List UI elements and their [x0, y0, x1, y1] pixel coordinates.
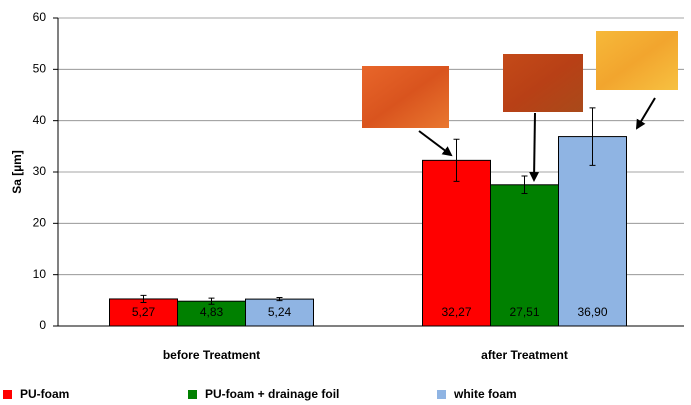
data-label: 27,51 [509, 305, 539, 319]
data-label: 5,24 [268, 305, 292, 319]
y-axis-label: Sa [µm] [10, 150, 24, 194]
arrow [529, 112, 540, 182]
y-tick-label: 50 [33, 62, 47, 76]
error-bar [453, 138, 460, 182]
error-bar [276, 297, 283, 302]
legend-swatch [437, 390, 446, 399]
y-tick-label: 10 [33, 267, 47, 281]
error-bar [208, 297, 215, 305]
data-label: 4,83 [200, 305, 224, 319]
error-bar [140, 294, 147, 304]
legend-swatch [3, 390, 12, 399]
x-tick-label: after Treatment [481, 348, 568, 362]
data-label: 36,90 [577, 305, 607, 319]
texture-image [596, 31, 678, 90]
bar [245, 298, 314, 327]
legend-label: white foam [453, 387, 517, 401]
error-bar [521, 175, 528, 195]
y-tick-label: 0 [39, 318, 46, 332]
legend-swatch [188, 390, 197, 399]
data-label: 5,27 [132, 305, 156, 319]
plot-area: 0 10 20 30 40 50 60 before Treatment 5,27 4,83 5,2… [3, 10, 684, 401]
bar [177, 300, 246, 327]
bar [422, 159, 491, 327]
y-tick-label: 30 [33, 164, 47, 178]
legend-label: PU-foam [20, 387, 69, 401]
y-tick-label: 40 [33, 113, 47, 127]
bar [558, 136, 627, 327]
arrow [418, 130, 453, 157]
error-bar [589, 107, 596, 166]
arrow [635, 97, 656, 130]
x-tick-label: before Treatment [163, 348, 260, 362]
y-tick-label: 60 [33, 10, 47, 24]
texture-image [362, 66, 449, 128]
data-label: 32,27 [441, 305, 471, 319]
legend-label: PU-foam + drainage foil [205, 387, 339, 401]
y-tick-label: 20 [33, 216, 47, 230]
texture-image [503, 54, 583, 112]
